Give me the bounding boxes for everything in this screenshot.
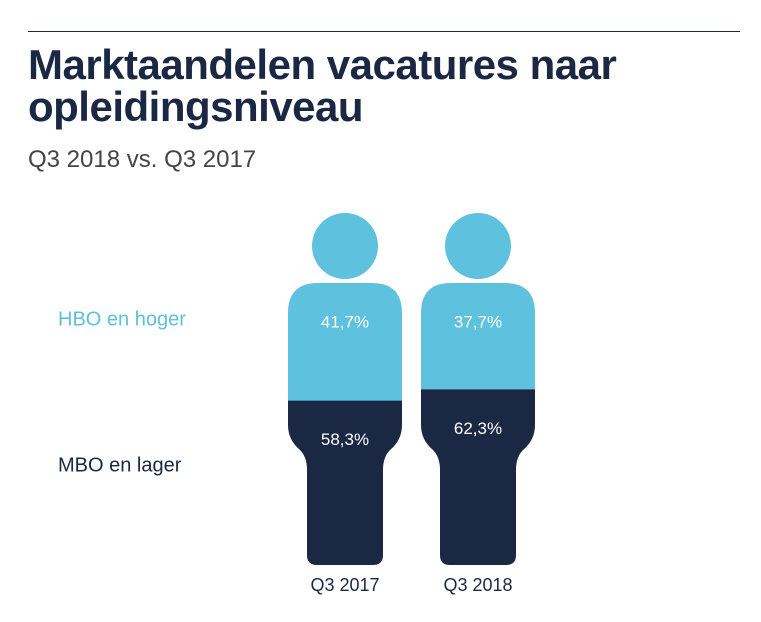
chart-title: Marktaandelen vacatures naar opleidingsn… — [28, 41, 617, 130]
person-head — [312, 213, 378, 279]
person-head — [445, 213, 511, 279]
x-tick-label: Q3 2018 — [443, 575, 512, 595]
value-label: 62,3% — [454, 419, 502, 438]
chart-subtitle: Q3 2018 vs. Q3 2017 — [28, 146, 257, 173]
legend-label: HBO en hoger — [58, 308, 186, 330]
value-label: 37,7% — [454, 312, 502, 331]
x-tick-label: Q3 2017 — [310, 575, 379, 595]
segment — [421, 283, 535, 390]
value-label: 58,3% — [321, 430, 369, 449]
legend-label: MBO en lager — [58, 454, 182, 476]
segment — [421, 389, 535, 565]
segment — [288, 283, 402, 401]
top-rule — [28, 31, 740, 32]
segment — [288, 400, 402, 565]
value-label: 41,7% — [321, 312, 369, 331]
